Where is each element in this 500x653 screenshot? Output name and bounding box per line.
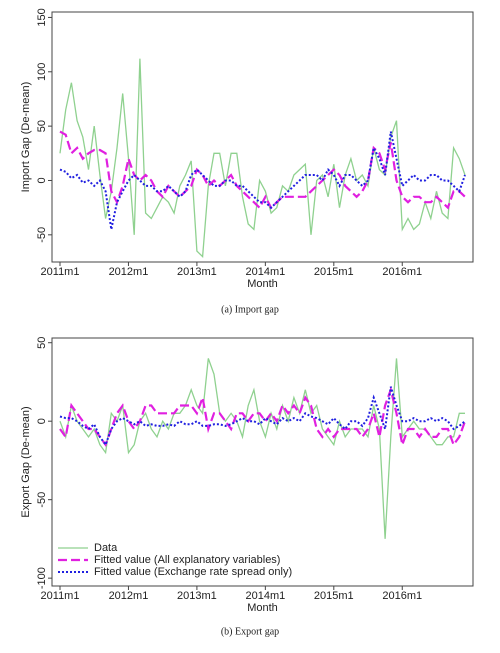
y-tick-label: 50: [36, 120, 48, 132]
x-tick-label: 2012m1: [109, 590, 149, 602]
series-line: [59, 130, 466, 210]
x-tick-label: 2011m1: [41, 590, 80, 602]
plot-frame: [51, 337, 474, 587]
y-tick-label: 50: [36, 337, 48, 349]
x-axis-label: Month: [247, 278, 278, 290]
series-line: [59, 358, 465, 539]
y-tick-label: 0: [36, 418, 48, 424]
series-line: [59, 385, 467, 449]
y-tick-label: 0: [36, 177, 48, 183]
legend-label: Fitted value (Exchange rate spread only): [94, 566, 292, 578]
y-tick-label: -50: [36, 492, 48, 508]
x-tick-label: 2012m1: [109, 266, 149, 278]
x-tick-label: 2013m1: [177, 590, 217, 602]
x-tick-label: 2014m1: [245, 590, 285, 602]
series-line: [59, 58, 466, 259]
y-tick-label: -50: [36, 227, 48, 243]
series-line: [59, 131, 466, 230]
legend-label: Fitted value (All explanatory variables): [94, 554, 280, 566]
x-tick-label: 2016m1: [382, 590, 422, 602]
y-axis-label: Import Gap (De-mean): [20, 82, 32, 193]
series-line: [59, 386, 466, 447]
x-tick-label: 2015m1: [314, 266, 354, 278]
y-axis-label: Export Gap (De-mean): [20, 406, 32, 517]
x-axis-label: Month: [247, 602, 278, 614]
x-tick-label: 2014m1: [245, 266, 285, 278]
y-tick-label: 150: [36, 8, 48, 26]
caption: (b) Export gap: [221, 626, 279, 637]
y-tick-label: -100: [36, 567, 48, 589]
plot-frame: [51, 11, 474, 263]
caption: (a) Import gap: [221, 304, 279, 315]
legend-label: Data: [94, 542, 118, 554]
x-tick-label: 2011m1: [41, 266, 80, 278]
x-tick-label: 2015m1: [314, 590, 354, 602]
x-tick-label: 2016m1: [382, 266, 422, 278]
y-tick-label: 100: [36, 63, 48, 81]
x-tick-label: 2013m1: [177, 266, 217, 278]
